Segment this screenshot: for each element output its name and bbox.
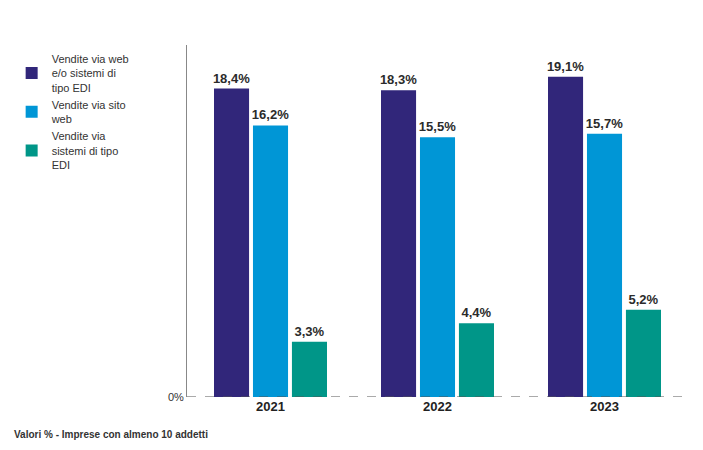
svg-text:Vendite via sitoweb: Vendite via sitoweb [51, 99, 126, 125]
svg-text:15,7%: 15,7% [586, 116, 623, 131]
svg-text:5,2%: 5,2% [628, 292, 658, 307]
svg-text:Valori % - Imprese con almeno: Valori % - Imprese con almeno 10 addetti [14, 429, 208, 440]
svg-text:4,4%: 4,4% [461, 305, 491, 320]
svg-text:16,2%: 16,2% [252, 107, 289, 122]
svg-text:2021: 2021 [256, 399, 285, 414]
svg-text:18,4%: 18,4% [213, 71, 250, 86]
svg-text:18,3%: 18,3% [380, 72, 417, 87]
svg-text:0%: 0% [168, 391, 184, 403]
svg-text:3,3%: 3,3% [294, 324, 324, 339]
svg-text:2022: 2022 [423, 399, 452, 414]
svg-text:Vendite viasistemi di tipoEDI: Vendite viasistemi di tipoEDI [52, 130, 119, 171]
svg-text:15,5%: 15,5% [419, 119, 456, 134]
svg-text:19,1%: 19,1% [547, 59, 584, 74]
svg-text:Vendite via webe/o sistemi dit: Vendite via webe/o sistemi ditipo EDI [52, 53, 129, 94]
svg-text:2023: 2023 [590, 399, 619, 414]
